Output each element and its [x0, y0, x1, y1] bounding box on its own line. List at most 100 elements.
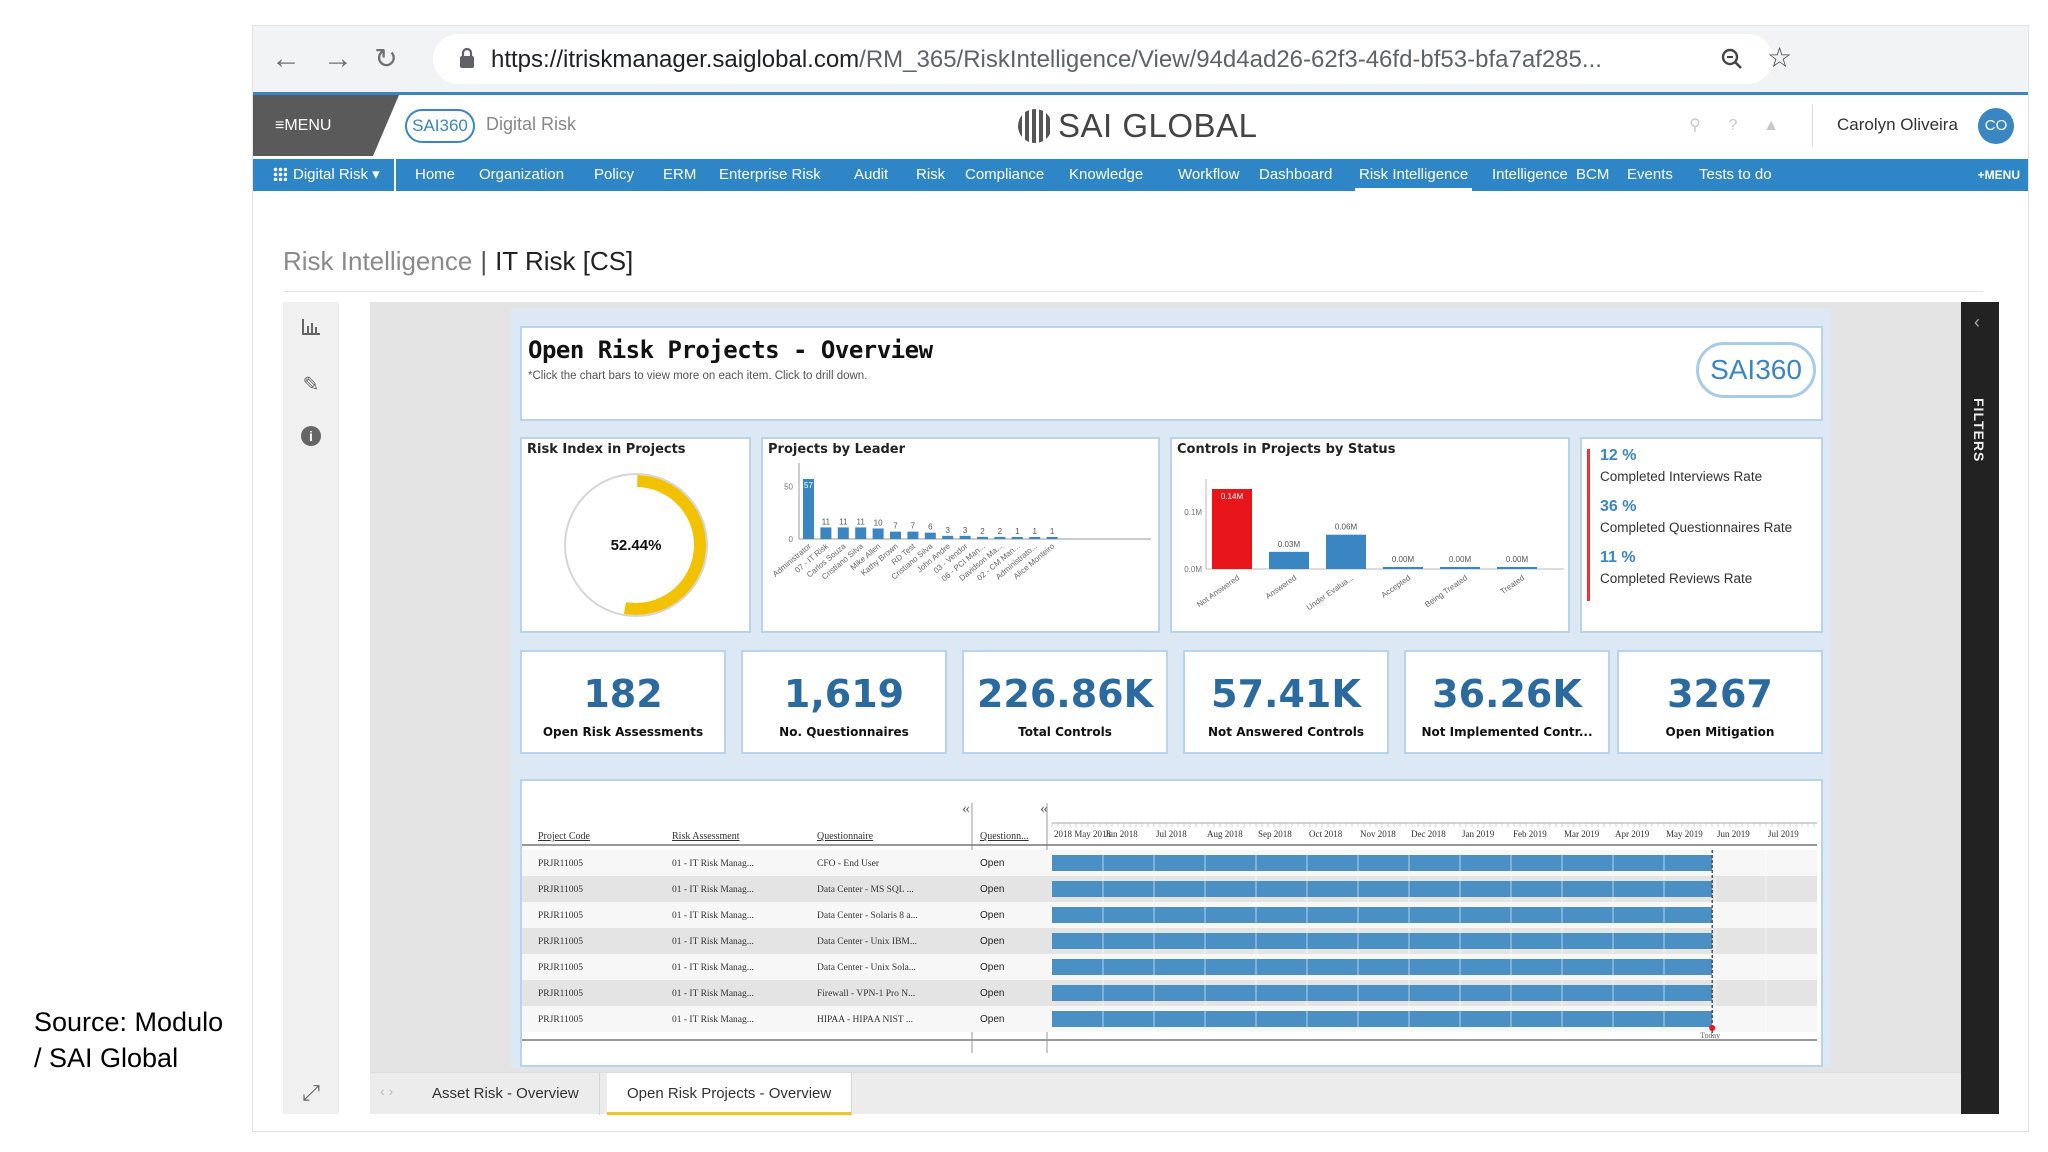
nav-item-knowledge[interactable]: Knowledge: [1069, 166, 1144, 183]
leader-bar[interactable]: [924, 532, 936, 539]
chart-icon[interactable]: [283, 318, 339, 342]
project-gantt-panel: « « Project Code Risk Assessment Questionnai…: [520, 779, 1823, 1067]
kpi-label: Total Controls: [1018, 725, 1112, 739]
bookmark-star-icon[interactable]: ☆: [1767, 42, 1793, 73]
status-bar[interactable]: [1383, 567, 1423, 569]
nav-item-bcm[interactable]: BCM: [1576, 166, 1610, 183]
help-icon[interactable]: ?: [1728, 117, 1738, 134]
leader-bar[interactable]: [994, 536, 1006, 539]
avatar[interactable]: CO: [1978, 108, 2014, 144]
gantt-bar[interactable]: [1052, 933, 1713, 949]
search-icon[interactable]: ⚲: [1689, 117, 1701, 134]
status-bar[interactable]: [1497, 567, 1537, 569]
nav-item-dashboard[interactable]: Dashboard: [1259, 166, 1333, 183]
leader-bar[interactable]: [1046, 537, 1058, 539]
risk-index-panel[interactable]: Risk Index in Projects 52.44%: [520, 437, 751, 633]
collapse-timeline-icon[interactable]: «: [1040, 800, 1048, 817]
expand-icon[interactable]: ⤢: [283, 1072, 339, 1114]
info-icon[interactable]: i: [301, 426, 321, 446]
today-label: Today: [1700, 1031, 1720, 1040]
leader-bar[interactable]: [803, 479, 814, 539]
back-icon[interactable]: ←: [271, 42, 301, 75]
nav-item-home[interactable]: Home: [415, 166, 456, 183]
plus-menu-button[interactable]: +MENU: [1977, 168, 2020, 182]
module-switcher[interactable]: Digital Risk ▾: [273, 159, 396, 191]
reload-icon[interactable]: ↻: [374, 43, 398, 74]
menu-wedge: [373, 95, 399, 156]
leader-bar[interactable]: [855, 527, 867, 539]
gantt-bar[interactable]: [1052, 907, 1713, 923]
gantt-bar[interactable]: [1052, 881, 1713, 897]
leader-bar[interactable]: [872, 528, 884, 539]
gantt-column-header[interactable]: Risk Assessment: [672, 831, 740, 842]
y-tick-label: 0.0M: [1184, 565, 1202, 574]
cell-risk-assessment: 01 - IT Risk Manag...: [672, 1015, 754, 1025]
gantt-bar[interactable]: [1052, 985, 1713, 1001]
gantt-bar[interactable]: [1052, 855, 1713, 871]
nav-item-organization[interactable]: Organization: [479, 166, 565, 183]
gantt-column-header[interactable]: Project Code: [538, 831, 590, 842]
status-bar-value: 0.03M: [1278, 540, 1301, 549]
leader-bar[interactable]: [820, 527, 832, 539]
breadcrumb[interactable]: Risk Intelligence: [283, 246, 473, 276]
leader-bar[interactable]: [1011, 537, 1023, 539]
bell-icon[interactable]: ▲: [1763, 117, 1779, 134]
collapse-left-icon[interactable]: «: [962, 800, 970, 817]
nav-item-tests-to-do[interactable]: Tests to do: [1699, 166, 1772, 183]
nav-item-enterprise-risk[interactable]: Enterprise Risk: [719, 166, 821, 183]
risk-index-arc[interactable]: [623, 475, 706, 615]
filters-rail[interactable]: ‹ FILTERS: [1961, 302, 1999, 1114]
user-name[interactable]: Carolyn Oliveira: [1837, 115, 1958, 134]
leader-bar-value: 11: [857, 517, 866, 526]
kpi-questionnaires[interactable]: 1,619 No. Questionnaires: [741, 650, 947, 754]
nav-item-events[interactable]: Events: [1627, 166, 1673, 183]
cell-questionnaire: Firewall - VPN-1 Pro N...: [817, 989, 915, 999]
leader-bar[interactable]: [942, 535, 954, 539]
pencil-icon[interactable]: ✎: [302, 374, 320, 396]
timeline-month-label: Jul 2019: [1768, 829, 1799, 839]
leader-bar[interactable]: [837, 527, 849, 539]
nav-item-risk-intelligence[interactable]: Risk Intelligence: [1354, 159, 1473, 191]
nav-item-risk[interactable]: Risk: [916, 166, 946, 183]
leader-bar[interactable]: [890, 531, 901, 539]
chevron-left-icon[interactable]: ‹: [1974, 312, 1980, 332]
nav-item-intelligence[interactable]: Intelligence: [1492, 166, 1568, 183]
status-bar[interactable]: [1212, 489, 1252, 569]
tab-open-risk-projects-overview[interactable]: Open Risk Projects - Overview: [607, 1073, 853, 1115]
nav-item-erm[interactable]: ERM: [663, 166, 697, 183]
menu-button[interactable]: ≡MENU: [253, 95, 373, 156]
kpi-not-answered-controls[interactable]: 57.41K Not Answered Controls: [1183, 650, 1389, 754]
nav-item-policy[interactable]: Policy: [594, 166, 635, 183]
zoom-icon[interactable]: [1721, 48, 1743, 70]
cell-risk-assessment: 01 - IT Risk Manag...: [672, 989, 754, 999]
gantt-column-header[interactable]: Questionnaire: [817, 831, 874, 842]
leader-bar[interactable]: [1029, 537, 1041, 539]
nav-item-audit[interactable]: Audit: [854, 166, 889, 183]
kpi-total-controls[interactable]: 226.86K Total Controls: [962, 650, 1168, 754]
cell-project-code: PRJR11005: [538, 989, 583, 999]
status-bar[interactable]: [1269, 551, 1309, 569]
leader-bar[interactable]: [959, 535, 971, 539]
nav-item-workflow[interactable]: Workflow: [1178, 166, 1240, 183]
gantt-bar[interactable]: [1052, 1011, 1713, 1027]
forward-icon[interactable]: →: [323, 42, 353, 75]
kpi-not-implemented-controls[interactable]: 36.26K Not Implemented Contr...: [1404, 650, 1610, 754]
leader-bar[interactable]: [977, 536, 988, 539]
reviews-rate-value: 11 %: [1600, 549, 1636, 566]
kpi-open-mitigation[interactable]: 3267 Open Mitigation: [1617, 650, 1823, 754]
sai-global-logo: SAI GLOBAL: [1018, 107, 1257, 145]
kpi-open-risk-assessments[interactable]: 182 Open Risk Assessments: [520, 650, 726, 754]
status-bar[interactable]: [1326, 534, 1366, 569]
gantt-column-header[interactable]: Questionn...: [980, 831, 1029, 842]
gantt-bar[interactable]: [1052, 959, 1713, 975]
leader-bar[interactable]: [907, 531, 919, 539]
nav-item-compliance[interactable]: Compliance: [965, 166, 1045, 183]
address-bar[interactable]: https://itriskmanager.saiglobal.com/RM_3…: [433, 34, 1773, 84]
status-category-label: Treated: [1499, 573, 1527, 596]
tab-scroll-arrows[interactable]: ‹ ›: [380, 1083, 394, 1099]
status-bar[interactable]: [1440, 567, 1480, 569]
breadcrumb-separator: |: [480, 246, 488, 276]
risk-index-donut[interactable]: 52.44%: [560, 469, 712, 621]
tab-asset-risk-overview[interactable]: Asset Risk - Overview: [412, 1073, 600, 1115]
